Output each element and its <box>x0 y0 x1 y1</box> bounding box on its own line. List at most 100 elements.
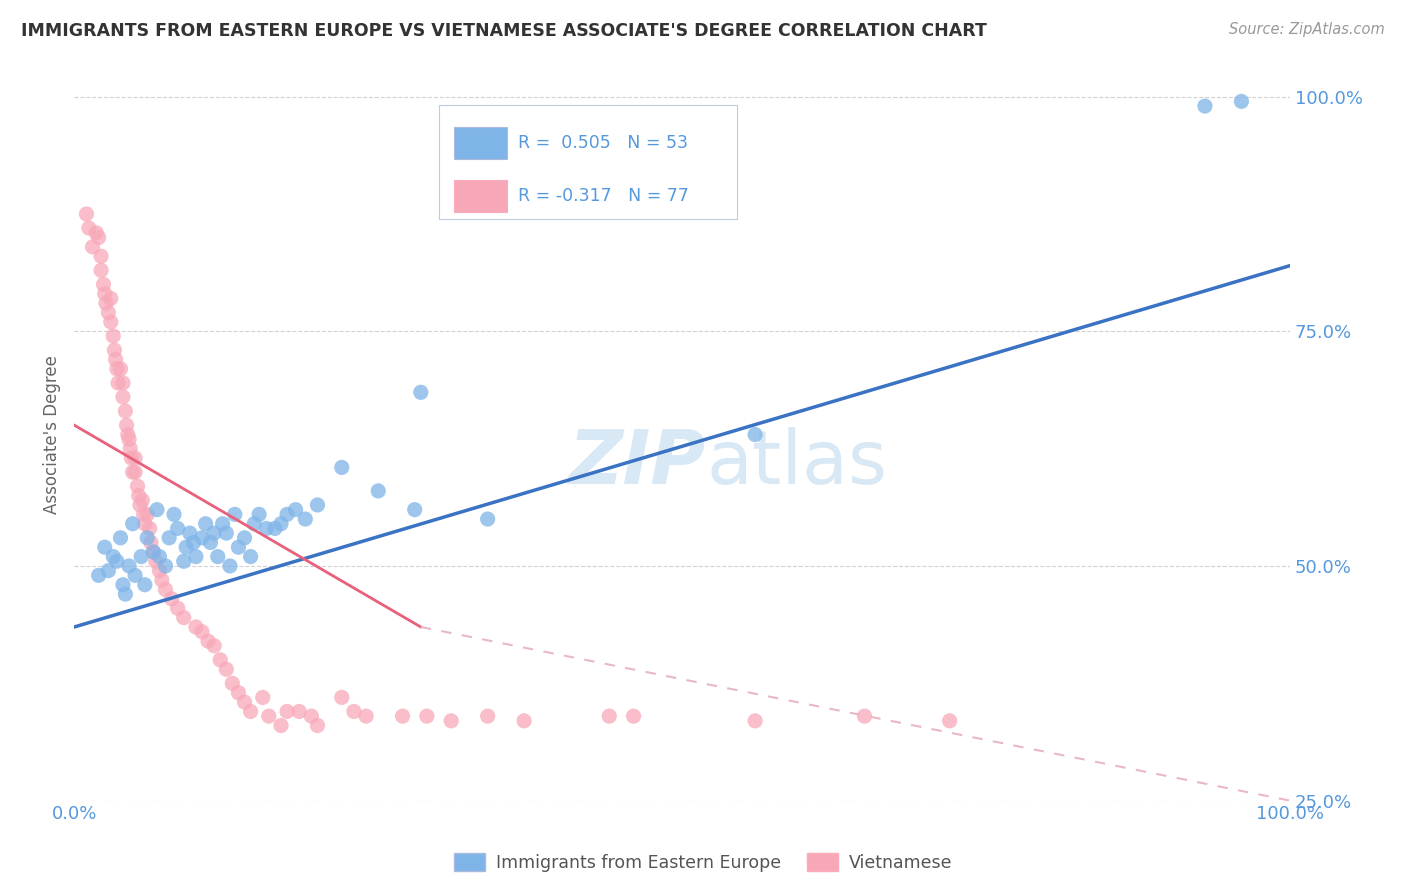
Point <box>150 573 173 587</box>
Point <box>77 221 100 235</box>
Point <box>136 531 159 545</box>
Point <box>155 582 177 597</box>
Legend: Immigrants from Eastern Europe, Vietnamese: Immigrants from Eastern Europe, Vietname… <box>447 847 959 879</box>
Point <box>252 690 274 705</box>
Text: Source: ZipAtlas.com: Source: ZipAtlas.com <box>1229 22 1385 37</box>
Point <box>233 531 256 545</box>
Point <box>90 263 112 277</box>
FancyBboxPatch shape <box>454 127 508 159</box>
Point <box>233 695 256 709</box>
Point <box>173 610 195 624</box>
Point <box>138 521 160 535</box>
Point <box>142 545 165 559</box>
Point <box>307 718 329 732</box>
Point <box>105 554 128 568</box>
Point <box>82 240 104 254</box>
Point <box>124 450 146 465</box>
Point <box>209 653 232 667</box>
Point <box>110 531 132 545</box>
Point <box>194 516 217 531</box>
Point <box>104 352 127 367</box>
Point <box>343 705 366 719</box>
Point <box>110 362 132 376</box>
Point <box>100 315 122 329</box>
Point <box>100 292 122 306</box>
Point <box>97 305 120 319</box>
Point <box>111 390 134 404</box>
Point <box>163 508 186 522</box>
Point <box>114 587 136 601</box>
Point <box>221 676 243 690</box>
Point <box>174 540 197 554</box>
Point <box>117 427 139 442</box>
Point <box>134 578 156 592</box>
Point <box>183 535 205 549</box>
Point <box>254 521 277 535</box>
Point <box>191 624 214 639</box>
Point <box>90 249 112 263</box>
Point <box>97 564 120 578</box>
Point <box>211 516 233 531</box>
Point <box>247 508 270 522</box>
Point <box>134 516 156 531</box>
Point <box>440 714 463 728</box>
Point <box>354 709 377 723</box>
Point <box>330 460 353 475</box>
Point <box>744 714 766 728</box>
Text: atlas: atlas <box>706 427 887 500</box>
Point <box>121 516 143 531</box>
Point <box>184 620 207 634</box>
Point <box>118 558 141 573</box>
Point <box>1230 95 1253 109</box>
Point <box>257 709 280 723</box>
Point <box>744 427 766 442</box>
Point <box>76 207 98 221</box>
Point <box>224 508 246 522</box>
Point <box>93 277 115 292</box>
Point <box>124 465 146 479</box>
Point <box>87 230 110 244</box>
Point <box>330 690 353 705</box>
Point <box>129 549 152 564</box>
Point <box>202 639 225 653</box>
Point <box>477 709 499 723</box>
Point <box>142 545 165 559</box>
Point <box>139 535 162 549</box>
Point <box>215 526 238 541</box>
Point <box>228 686 250 700</box>
Point <box>184 549 207 564</box>
Point <box>114 404 136 418</box>
Point <box>404 502 426 516</box>
Text: IMMIGRANTS FROM EASTERN EUROPE VS VIETNAMESE ASSOCIATE'S DEGREE CORRELATION CHAR: IMMIGRANTS FROM EASTERN EUROPE VS VIETNA… <box>21 22 987 40</box>
Point <box>197 634 219 648</box>
Point <box>103 549 125 564</box>
Point <box>191 531 214 545</box>
Point <box>276 508 298 522</box>
Point <box>598 709 620 723</box>
Point <box>160 591 183 606</box>
Point <box>93 286 115 301</box>
Point <box>239 705 262 719</box>
Point <box>148 564 170 578</box>
Point <box>513 714 536 728</box>
Point <box>93 540 115 554</box>
Point <box>219 558 242 573</box>
Point <box>270 718 292 732</box>
Point <box>215 662 238 676</box>
Point <box>416 709 439 723</box>
Point <box>276 705 298 719</box>
Point <box>111 578 134 592</box>
FancyBboxPatch shape <box>439 105 737 219</box>
Point <box>264 521 287 535</box>
Point <box>938 714 960 728</box>
Point <box>148 549 170 564</box>
Point <box>127 479 149 493</box>
Point <box>120 442 142 456</box>
Point <box>118 432 141 446</box>
Point <box>105 362 128 376</box>
Point <box>103 343 125 357</box>
Point <box>136 508 159 522</box>
Point <box>179 526 201 541</box>
Point <box>270 516 292 531</box>
Text: ZIP: ZIP <box>569 427 706 500</box>
